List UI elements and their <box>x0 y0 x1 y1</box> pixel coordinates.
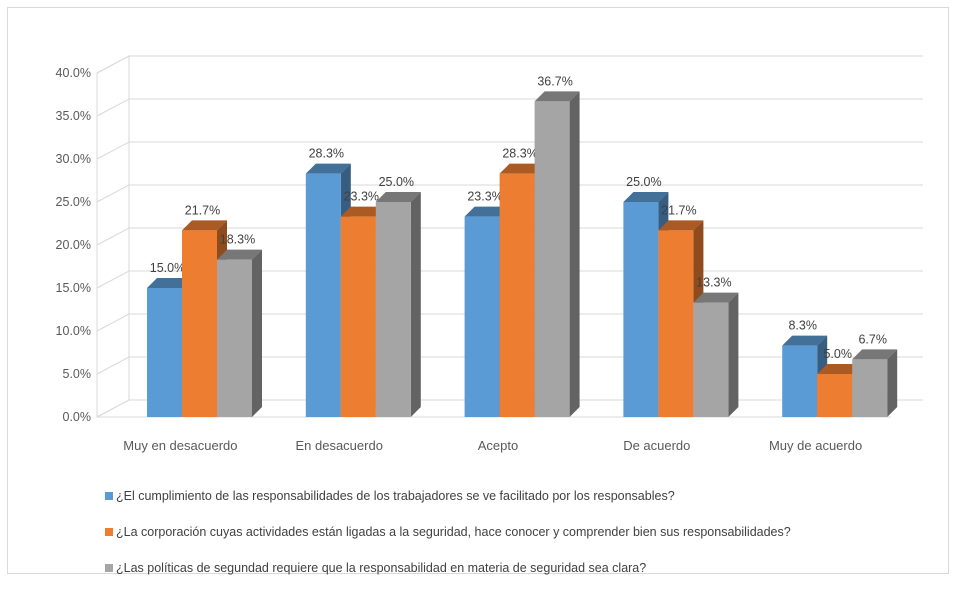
y-tick-label: 5.0% <box>63 367 92 381</box>
bar-top <box>693 292 739 303</box>
bar-top <box>782 335 828 346</box>
x-tick-label: Acepto <box>478 438 518 453</box>
data-label: 25.0% <box>626 175 661 189</box>
legend-label-2: ¿La corporación cuyas actividades están … <box>116 525 791 539</box>
legend-swatch-2 <box>105 528 113 536</box>
bar <box>782 345 818 417</box>
data-label: 18.3% <box>220 233 255 247</box>
gridline-diagonal <box>96 55 130 74</box>
data-label: 23.3% <box>344 190 379 204</box>
bar <box>217 259 252 417</box>
bar <box>499 173 535 417</box>
gridline-diagonal <box>96 313 130 332</box>
y-tick-label: 20.0% <box>56 238 91 252</box>
x-tick-label: En desacuerdo <box>295 438 382 453</box>
bar <box>375 202 411 417</box>
y-tick-label: 0.0% <box>63 410 92 424</box>
bar-top <box>534 91 580 102</box>
data-label: 21.7% <box>185 203 220 217</box>
bar-side <box>569 91 580 417</box>
bar-top <box>499 163 545 174</box>
bar-top <box>305 163 351 174</box>
gridline-diagonal <box>96 356 130 375</box>
bar <box>817 374 853 417</box>
bar-top <box>464 206 510 217</box>
legend-swatch-1 <box>105 492 113 500</box>
data-label: 8.3% <box>788 319 817 333</box>
data-label: 13.3% <box>696 276 731 290</box>
x-tick-label: Muy de acuerdo <box>769 438 862 453</box>
y-tick-label: 15.0% <box>56 281 91 295</box>
bar-top <box>340 206 386 217</box>
data-label: 23.3% <box>467 190 502 204</box>
bar-top <box>217 249 262 260</box>
gridline-diagonal <box>96 227 130 246</box>
y-tick-label: 35.0% <box>56 109 91 123</box>
y-tick-label: 40.0% <box>56 66 91 80</box>
x-tick-label: Muy en desacuerdo <box>123 438 237 453</box>
y-tick-label: 10.0% <box>56 324 91 338</box>
legend-item-2: ¿La corporación cuyas actividades están … <box>105 522 791 542</box>
bar <box>147 288 182 417</box>
bar-top <box>182 220 227 231</box>
data-label: 25.0% <box>379 175 414 189</box>
bar-top <box>658 220 704 231</box>
bar <box>340 216 376 417</box>
chart-frame: 0.0% 5.0% 10.0% 15.0% 20.0% 25.0% 30.0% 35.0% 40… <box>7 7 949 575</box>
bar-side <box>728 292 739 417</box>
chart-plot: 0.0% 5.0% 10.0% 15.0% 20.0% 25.0% 30.0% 35.0% 40… <box>56 55 923 453</box>
bar-side <box>410 192 421 417</box>
data-label: 36.7% <box>537 74 572 88</box>
gridline-diagonal <box>96 270 130 289</box>
legend-label-3: ¿Las políticas de segundad requiere que … <box>116 561 647 575</box>
bar-top <box>623 192 669 202</box>
bar <box>182 230 217 417</box>
bar-top <box>147 278 192 288</box>
legend-swatch-3 <box>105 564 113 572</box>
data-label: 6.7% <box>858 332 887 346</box>
data-label: 28.3% <box>502 147 537 161</box>
bar-top <box>375 192 421 202</box>
legend-item-1: ¿El cumplimiento de las responsabilidade… <box>105 486 791 506</box>
bar-side <box>252 249 262 417</box>
gridline-diagonal <box>96 98 130 117</box>
legend: ¿El cumplimiento de las responsabilidade… <box>105 486 791 594</box>
gridline-diagonal <box>96 184 130 203</box>
bar <box>305 173 341 417</box>
bar <box>464 216 500 417</box>
data-label: 21.7% <box>661 203 696 217</box>
data-label: 28.3% <box>309 147 344 161</box>
bar <box>623 202 659 417</box>
bar <box>693 302 729 417</box>
gridline-diagonal <box>96 399 130 418</box>
bar <box>534 101 570 417</box>
bar <box>852 359 888 417</box>
x-tick-label: De acuerdo <box>623 438 690 453</box>
bar-top <box>817 364 863 374</box>
bar-top <box>852 349 898 360</box>
y-tick-label: 25.0% <box>56 195 91 209</box>
gridline-diagonal <box>96 141 130 160</box>
legend-label-1: ¿El cumplimiento de las responsabilidade… <box>116 489 675 503</box>
data-label: 15.0% <box>150 261 185 275</box>
bar <box>658 230 694 417</box>
y-tick-label: 30.0% <box>56 152 91 166</box>
bar-side <box>887 349 898 417</box>
data-label: 5.0% <box>823 347 852 361</box>
legend-item-3: ¿Las políticas de segundad requiere que … <box>105 558 791 578</box>
